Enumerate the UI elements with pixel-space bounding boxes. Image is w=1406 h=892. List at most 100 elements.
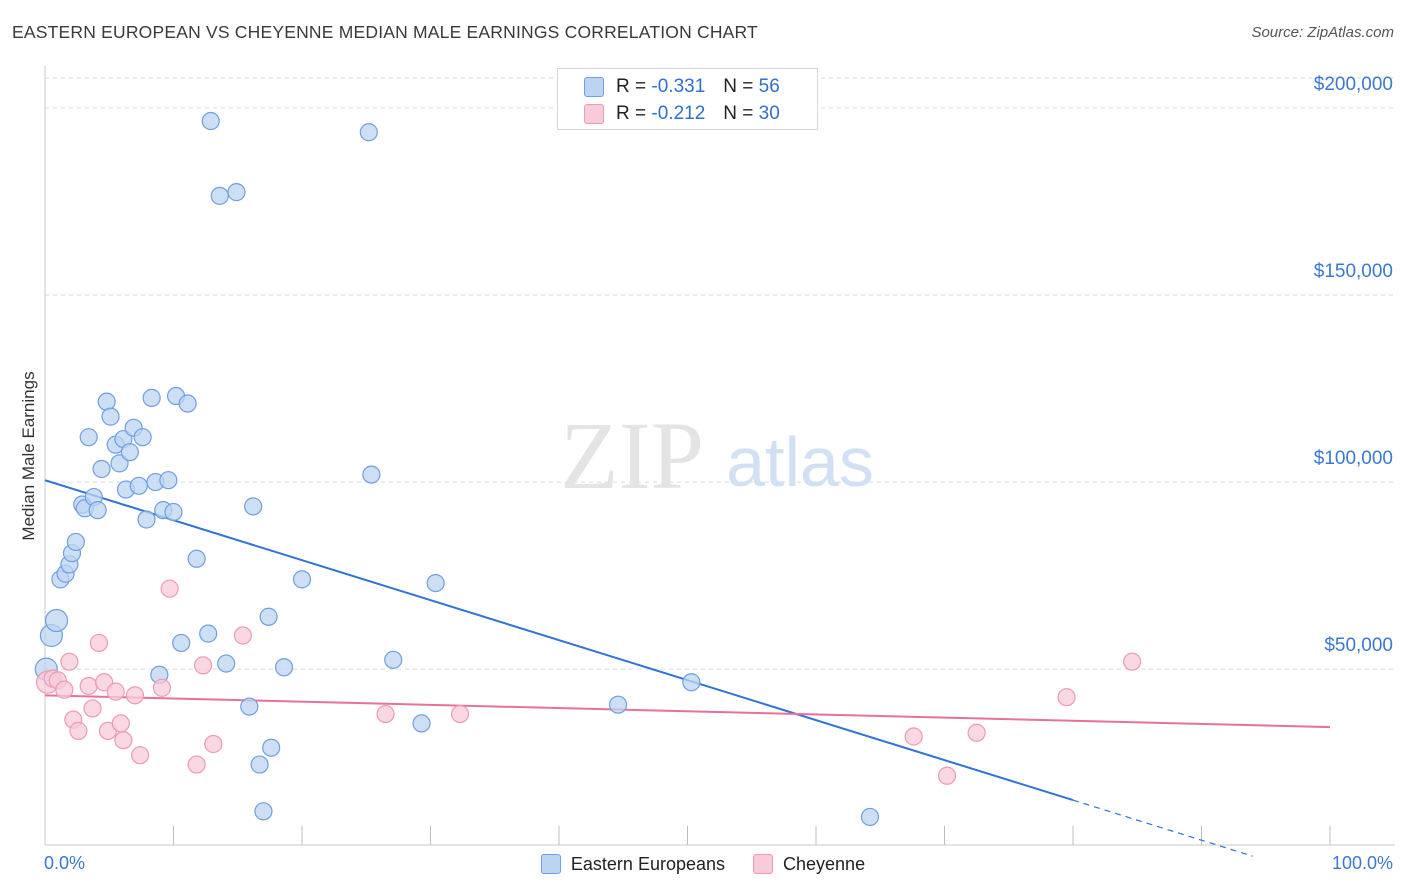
point-cheyenne [111, 714, 130, 733]
point-eastern-europeans [244, 497, 263, 516]
point-eastern-europeans [92, 459, 111, 479]
point-cheyenne [114, 731, 133, 750]
point-eastern-europeans [860, 807, 880, 827]
point-cheyenne [204, 734, 223, 754]
point-cheyenne [106, 682, 125, 701]
trendline-eastern-europeans [44, 479, 1074, 802]
legend-item-cheyenne[interactable]: Cheyenne [753, 854, 865, 875]
point-eastern-europeans [210, 186, 229, 205]
x-tick-labels: 0.0% 100.0% [44, 853, 1393, 873]
point-eastern-europeans [79, 428, 98, 447]
point-eastern-europeans [88, 501, 107, 520]
y-axis-label: Median Male Earnings [19, 371, 38, 540]
trendline-cheyenne [44, 694, 1331, 729]
point-cheyenne [233, 626, 252, 645]
point-eastern-europeans [254, 802, 273, 821]
point-cheyenne [83, 699, 102, 718]
point-eastern-europeans [178, 394, 197, 413]
point-cheyenne [130, 746, 150, 765]
point-eastern-europeans [199, 624, 218, 643]
point-eastern-europeans [217, 654, 236, 673]
series-legend: Eastern Europeans Cheyenne [0, 852, 1406, 876]
point-cheyenne [937, 766, 957, 785]
source-label: Source: ZipAtlas.com [1251, 24, 1394, 41]
point-eastern-europeans [227, 183, 246, 202]
point-eastern-europeans [101, 407, 120, 426]
r-label: R = [616, 103, 647, 124]
point-eastern-europeans [609, 695, 628, 714]
point-cheyenne [160, 579, 179, 598]
point-cheyenne [60, 652, 79, 671]
x-tick-label: 100.0% [1332, 853, 1393, 873]
point-eastern-europeans [110, 454, 129, 473]
r-value: -0.331 [651, 76, 706, 97]
axes [44, 66, 1395, 846]
chart-title: EASTERN EUROPEAN VS CHEYENNE MEDIAN MALE… [12, 22, 758, 42]
point-eastern-europeans [250, 755, 269, 774]
point-cheyenne [55, 680, 74, 699]
n-value: 30 [758, 103, 780, 124]
watermark-zip: ZIP [560, 402, 704, 509]
point-cheyenne [187, 755, 206, 774]
point-cheyenne [89, 633, 109, 653]
legend-row-cheyenne: R = -0.212 N = 30 [584, 102, 780, 126]
point-eastern-europeans [66, 532, 85, 552]
point-eastern-europeans [359, 123, 378, 142]
n-label: N = [723, 76, 754, 97]
cheyenne-swatch [584, 104, 604, 124]
legend-label: Cheyenne [783, 853, 866, 874]
point-cheyenne [1057, 688, 1076, 707]
r-value: -0.212 [651, 103, 706, 124]
point-eastern-europeans [164, 502, 183, 522]
eastern-swatch [540, 854, 561, 874]
point-eastern-europeans [274, 658, 294, 677]
point-eastern-europeans [172, 633, 191, 653]
eastern-swatch [584, 77, 604, 97]
point-eastern-europeans [120, 443, 139, 462]
point-eastern-europeans [412, 714, 431, 733]
watermark: ZIP atlas [560, 402, 874, 509]
correlation-legend: R = -0.331 N = 56 R = -0.212 N = 30 [557, 68, 818, 130]
point-eastern-europeans [44, 608, 69, 633]
point-eastern-europeans [362, 465, 381, 484]
point-cheyenne [450, 704, 470, 724]
legend-item-eastern-europeans[interactable]: Eastern Europeans [540, 854, 725, 875]
point-eastern-europeans [292, 570, 312, 589]
point-cheyenne [152, 678, 172, 697]
y-tick-label: $100,000 [1314, 448, 1393, 469]
trendlines [44, 479, 1331, 857]
trendline-eastern-europeans-extension [1072, 799, 1254, 857]
y-tick-label: $50,000 [1324, 635, 1393, 656]
point-cheyenne [1123, 652, 1142, 671]
cheyenne-swatch [753, 854, 774, 874]
point-cheyenne [967, 723, 986, 742]
point-eastern-europeans [137, 510, 156, 529]
point-eastern-europeans [262, 738, 281, 757]
y-tick-label: $150,000 [1314, 261, 1393, 282]
x-tick-label: 0.0% [44, 853, 85, 873]
legend-row-eastern: R = -0.331 N = 56 [584, 75, 780, 99]
point-eastern-europeans [259, 607, 278, 626]
point-eastern-europeans [159, 471, 178, 490]
point-cheyenne [193, 656, 213, 675]
point-cheyenne [125, 686, 145, 705]
point-cheyenne [69, 721, 88, 740]
point-eastern-europeans [384, 650, 403, 669]
point-eastern-europeans [129, 476, 148, 495]
n-label: N = [723, 103, 754, 124]
point-eastern-europeans [682, 673, 701, 692]
n-value: 56 [758, 76, 780, 97]
point-cheyenne [79, 676, 98, 696]
grid-lines [45, 77, 1395, 670]
data-points [34, 111, 1142, 827]
point-eastern-europeans [426, 573, 445, 593]
point-cheyenne [904, 727, 923, 746]
point-eastern-europeans [133, 428, 152, 447]
y-tick-label: $200,000 [1314, 74, 1393, 95]
watermark-atlas: atlas [726, 423, 874, 501]
point-eastern-europeans [187, 549, 206, 568]
y-tick-labels: $50,000 $100,000 $150,000 $200,000 [1314, 74, 1393, 656]
point-eastern-europeans [97, 392, 116, 411]
point-eastern-europeans [142, 388, 161, 407]
